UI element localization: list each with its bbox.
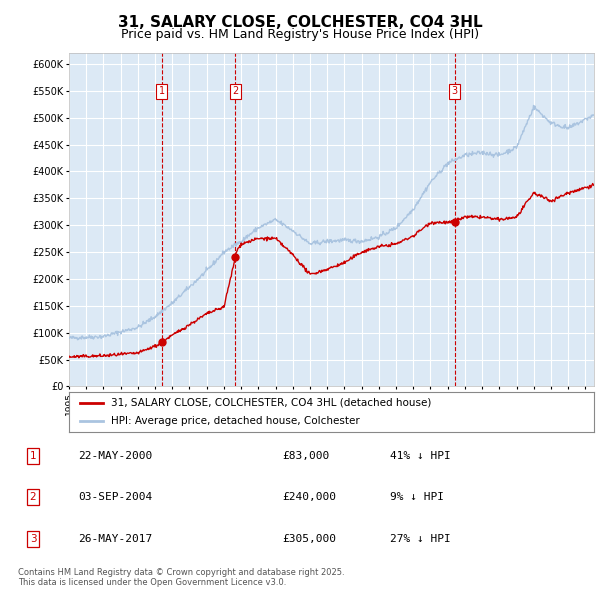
Text: 9% ↓ HPI: 9% ↓ HPI xyxy=(390,493,444,502)
Text: 31, SALARY CLOSE, COLCHESTER, CO4 3HL (detached house): 31, SALARY CLOSE, COLCHESTER, CO4 3HL (d… xyxy=(111,398,431,408)
Text: 3: 3 xyxy=(452,87,458,96)
Text: 2: 2 xyxy=(232,87,239,96)
Text: 31, SALARY CLOSE, COLCHESTER, CO4 3HL: 31, SALARY CLOSE, COLCHESTER, CO4 3HL xyxy=(118,15,482,30)
Text: 27% ↓ HPI: 27% ↓ HPI xyxy=(390,534,451,543)
Text: 41% ↓ HPI: 41% ↓ HPI xyxy=(390,451,451,461)
Text: 1: 1 xyxy=(29,451,37,461)
Text: HPI: Average price, detached house, Colchester: HPI: Average price, detached house, Colc… xyxy=(111,416,360,426)
Text: 3: 3 xyxy=(29,534,37,543)
Text: 26-MAY-2017: 26-MAY-2017 xyxy=(78,534,152,543)
Text: £83,000: £83,000 xyxy=(282,451,329,461)
Text: £240,000: £240,000 xyxy=(282,493,336,502)
Text: Price paid vs. HM Land Registry's House Price Index (HPI): Price paid vs. HM Land Registry's House … xyxy=(121,28,479,41)
Text: Contains HM Land Registry data © Crown copyright and database right 2025.
This d: Contains HM Land Registry data © Crown c… xyxy=(18,568,344,587)
Text: 2: 2 xyxy=(29,493,37,502)
Text: 22-MAY-2000: 22-MAY-2000 xyxy=(78,451,152,461)
Text: £305,000: £305,000 xyxy=(282,534,336,543)
Text: 03-SEP-2004: 03-SEP-2004 xyxy=(78,493,152,502)
Text: 1: 1 xyxy=(158,87,164,96)
